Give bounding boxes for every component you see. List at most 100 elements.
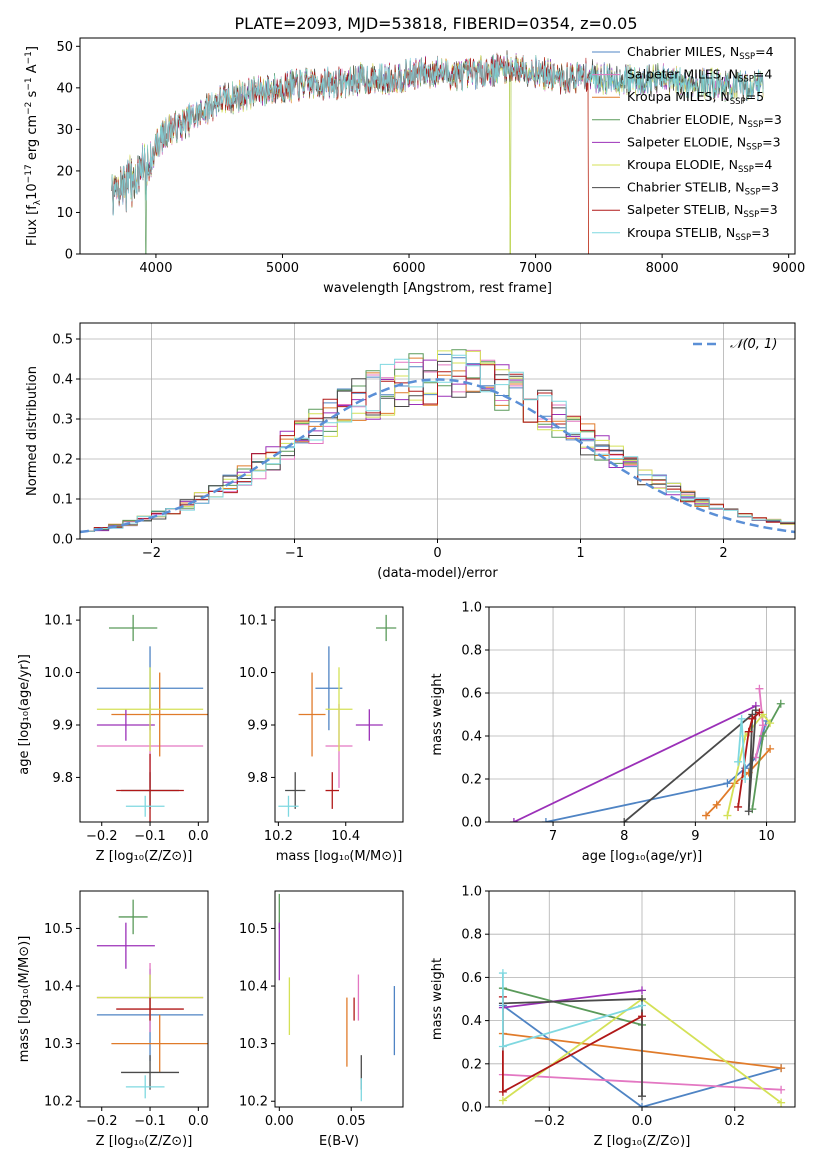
weight-point-marker (638, 1012, 646, 1021)
y-tick-label: 20 (56, 164, 73, 179)
y-tick-label: 10.4 (44, 980, 73, 995)
y-tick-label: 9.9 (52, 718, 73, 733)
weight-point-marker (498, 1042, 507, 1051)
legend-entry: Chabrier ELODIE, NSSP=3 (627, 112, 782, 130)
x-tick-label: 10 (758, 829, 775, 844)
weight-point-marker (734, 757, 743, 766)
x-tick-label: 5000 (266, 261, 299, 276)
x-tick-label: 2 (719, 546, 727, 561)
x-tick-label: 0.2 (724, 1114, 745, 1129)
y-tick-label: 1.0 (461, 885, 482, 900)
y-tick-label: 0.0 (461, 816, 482, 831)
x-tick-label: −1 (285, 546, 304, 561)
y-tick-label: 0 (65, 248, 73, 263)
legend: Chabrier MILES, NSSP=4 Salpeter MILES, NS… (592, 44, 782, 243)
panel-spectrum: 4000 5000 6000 7000 8000 9000 0 10 20 30 40 50 wavel… (24, 37, 805, 296)
legend-entry: Salpeter STELIB, NSSP=3 (627, 202, 778, 220)
y-tick-label: 0.2 (52, 453, 73, 468)
weight-point-marker (498, 1096, 507, 1105)
plot-area (96, 899, 208, 1099)
weight-point-marker (755, 684, 764, 693)
y-tick-label: 10.1 (239, 614, 268, 629)
x-tick-label: −0.2 (86, 829, 118, 844)
axes-frame (79, 890, 209, 1108)
panel-mass_vs_ebv: 0.00 0.05 10.2 10.3 10.4 10.5 E(B-V) (239, 890, 404, 1149)
weight-point-marker (741, 775, 750, 783)
x-axis-label: Z [log₁₀(Z/Z⊙)] (594, 1134, 691, 1149)
weight-point-marker (777, 1098, 786, 1107)
x-tick-label: 8 (620, 829, 628, 844)
y-tick-label: 10.5 (239, 922, 268, 937)
x-tick-label: 0.0 (632, 1114, 653, 1129)
histogram-series (80, 360, 795, 532)
weight-point-marker (776, 699, 785, 708)
y-tick-label: 0.6 (461, 971, 482, 986)
weight-point-marker (755, 708, 764, 717)
y-tick-label: 0.3 (52, 413, 73, 428)
weight-point-marker (509, 818, 518, 822)
plot-area (278, 614, 397, 817)
axes-frame (79, 37, 796, 255)
x-tick-label: −0.1 (134, 829, 166, 844)
y-tick-label: 50 (56, 40, 73, 55)
weight-point-marker (638, 1103, 646, 1107)
weight-point-marker (777, 1064, 786, 1073)
x-tick-label: 0.00 (265, 1114, 294, 1129)
spectrum-series-line (111, 54, 764, 216)
legend-entry: Kroupa ELODIE, NSSP=4 (627, 157, 772, 175)
panel-mass_vs_Z: −0.2 −0.1 0.0 10.2 10.3 10.4 10.5 Z [log₁₀(Z/Z⊙… (17, 890, 209, 1149)
x-tick-label: −0.2 (86, 1114, 118, 1129)
weight-point-marker (737, 714, 746, 723)
weight-point-marker (638, 1001, 646, 1010)
plot-area (80, 349, 795, 534)
y-tick-label: 0.4 (461, 730, 482, 745)
x-tick-label: 1 (576, 546, 584, 561)
legend-entry: Chabrier STELIB, NSSP=3 (627, 180, 779, 198)
y-tick-label: 30 (56, 123, 73, 138)
y-tick-label: 10.0 (44, 666, 73, 681)
weight-point-marker (712, 800, 721, 809)
y-tick-label: 10.0 (239, 666, 268, 681)
y-tick-label: 9.8 (52, 771, 73, 786)
x-axis-label: mass [log₁₀(M/M⊙)] (276, 849, 403, 864)
plot-area (111, 50, 764, 254)
legend-entry: Salpeter ELODIE, NSSP=3 (627, 134, 781, 152)
weight-point-marker (758, 732, 767, 740)
x-tick-label: −0.1 (134, 1114, 166, 1129)
x-tick-label: 8000 (646, 261, 679, 276)
y-tick-label: 10 (56, 206, 73, 221)
x-tick-label: 4000 (139, 261, 172, 276)
x-tick-label: 0.0 (188, 1114, 209, 1129)
x-tick-label: 9 (691, 829, 699, 844)
x-tick-label: −0.2 (533, 1114, 565, 1129)
weight-point-marker (638, 986, 646, 995)
weight-point-marker (620, 818, 629, 822)
weight-series-line (502, 989, 643, 1009)
weight-point-marker (723, 811, 732, 820)
weight-point-marker (777, 1085, 786, 1094)
y-tick-label: 1.0 (461, 601, 482, 616)
weight-point-marker (766, 744, 775, 753)
x-axis-label: Z [log₁₀(Z/Z⊙)] (96, 1134, 193, 1149)
y-tick-label: 0.1 (52, 493, 73, 508)
axes-frame (79, 606, 209, 823)
y-tick-label: 0.5 (52, 333, 73, 348)
weight-point-marker (723, 779, 732, 788)
weight-point-marker (758, 721, 767, 730)
y-tick-label: 0.2 (461, 773, 482, 788)
weight-series-line (623, 710, 757, 822)
y-tick-label: 10.3 (44, 1037, 73, 1052)
y-tick-label: 0.8 (461, 644, 482, 659)
weight-point-marker (766, 719, 775, 728)
weight-point-marker (734, 802, 743, 811)
y-tick-label: 0.6 (461, 687, 482, 702)
x-tick-label: 10.4 (331, 829, 360, 844)
legend-entry: Kroupa MILES, NSSP=5 (627, 89, 764, 107)
y-tick-label: 0.4 (52, 373, 73, 388)
spectrum-series-line (111, 50, 589, 254)
weight-series-line (502, 987, 643, 1026)
y-axis-label: mass [log₁₀(M/M⊙)] (17, 936, 32, 1063)
y-tick-label: 10.3 (239, 1037, 268, 1052)
y-tick-label: 0.8 (461, 928, 482, 943)
weight-point-marker (638, 1092, 646, 1101)
